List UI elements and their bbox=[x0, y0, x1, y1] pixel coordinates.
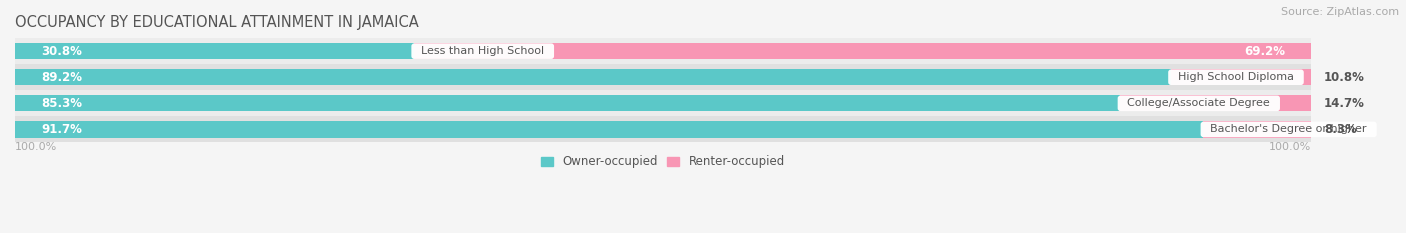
Text: 91.7%: 91.7% bbox=[41, 123, 82, 136]
Bar bbox=[15, 121, 1204, 137]
Text: 69.2%: 69.2% bbox=[1244, 45, 1285, 58]
Text: High School Diploma: High School Diploma bbox=[1171, 72, 1301, 82]
Text: Source: ZipAtlas.com: Source: ZipAtlas.com bbox=[1281, 7, 1399, 17]
Text: 100.0%: 100.0% bbox=[1268, 142, 1310, 152]
Bar bbox=[15, 43, 415, 59]
Bar bbox=[15, 90, 1310, 116]
Bar bbox=[1204, 121, 1310, 137]
Text: 89.2%: 89.2% bbox=[41, 71, 82, 84]
Text: 8.3%: 8.3% bbox=[1324, 123, 1357, 136]
Bar bbox=[15, 69, 1171, 85]
Text: College/Associate Degree: College/Associate Degree bbox=[1121, 98, 1277, 108]
Bar bbox=[15, 64, 1310, 90]
Text: 100.0%: 100.0% bbox=[15, 142, 58, 152]
Text: 14.7%: 14.7% bbox=[1324, 97, 1365, 110]
Bar bbox=[1171, 69, 1310, 85]
Bar bbox=[15, 95, 1121, 111]
Bar bbox=[15, 38, 1310, 64]
Text: 10.8%: 10.8% bbox=[1324, 71, 1365, 84]
Bar bbox=[415, 43, 1310, 59]
Text: OCCUPANCY BY EDUCATIONAL ATTAINMENT IN JAMAICA: OCCUPANCY BY EDUCATIONAL ATTAINMENT IN J… bbox=[15, 15, 419, 30]
Text: Bachelor's Degree or higher: Bachelor's Degree or higher bbox=[1204, 124, 1374, 134]
Bar bbox=[1121, 95, 1310, 111]
Text: Less than High School: Less than High School bbox=[415, 46, 551, 56]
Legend: Owner-occupied, Renter-occupied: Owner-occupied, Renter-occupied bbox=[537, 151, 790, 173]
Text: 30.8%: 30.8% bbox=[41, 45, 82, 58]
Text: 85.3%: 85.3% bbox=[41, 97, 82, 110]
Bar bbox=[15, 116, 1310, 142]
